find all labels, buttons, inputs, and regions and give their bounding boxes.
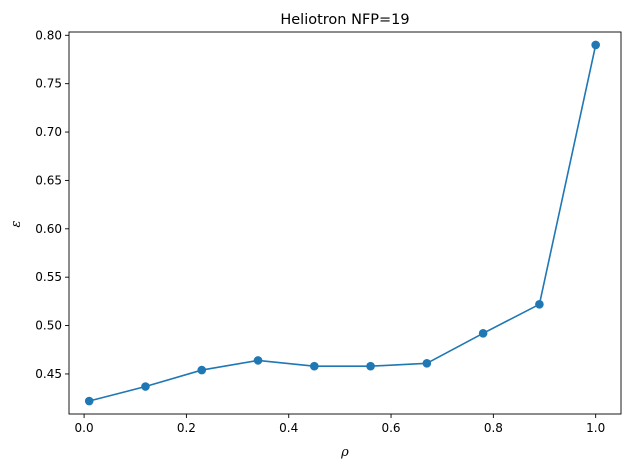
y-axis-label: ε	[9, 220, 24, 227]
data-point	[422, 358, 432, 368]
x-tick-label: 0.0	[75, 421, 94, 435]
x-tick-label: 0.6	[381, 421, 400, 435]
y-axis-ticks: 0.45 0.50 0.55 0.60 0.65 0.70 0.75 0.80	[35, 28, 69, 381]
y-tick-label: 0.50	[35, 319, 62, 333]
data-point	[478, 329, 488, 338]
data-point	[253, 356, 263, 365]
y-tick-label: 0.55	[35, 270, 62, 284]
series-line	[89, 44, 597, 402]
y-tick-label: 0.45	[35, 367, 62, 381]
x-tick-label: 0.8	[484, 421, 503, 435]
x-tick-label: 0.2	[177, 421, 196, 435]
x-axis-ticks: 0.0 0.2 0.4 0.6 0.8 1.0	[75, 414, 605, 435]
chart-title: Heliotron NFP=19	[280, 12, 409, 28]
y-tick-label: 0.75	[35, 77, 62, 91]
data-point	[535, 299, 544, 309]
x-tick-label: 1.0	[586, 421, 605, 435]
data-point	[197, 365, 207, 375]
data-point	[310, 361, 319, 371]
x-axis-label: ρ	[340, 445, 349, 460]
series-layer	[84, 40, 600, 406]
y-tick-label: 0.80	[35, 28, 62, 42]
plot-area-frame	[68, 31, 622, 415]
data-point	[591, 40, 600, 50]
data-point	[366, 361, 375, 371]
y-tick-label: 0.65	[35, 173, 62, 187]
x-tick-label: 0.4	[279, 421, 298, 435]
y-tick-label: 0.70	[35, 125, 62, 139]
data-point	[84, 396, 94, 406]
data-point	[141, 382, 150, 391]
y-tick-label: 0.60	[35, 222, 62, 236]
